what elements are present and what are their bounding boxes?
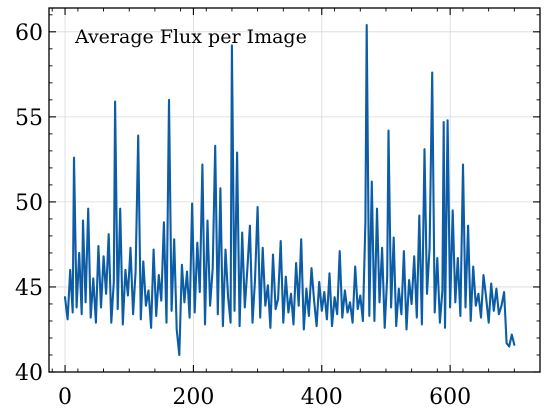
x-tick-label: 0	[58, 385, 72, 410]
x-tick-label: 600	[429, 385, 471, 410]
y-tick-label: 45	[15, 276, 43, 301]
series-layer	[63, 23, 516, 357]
y-tick-label: 50	[15, 191, 43, 216]
y-tick-label: 40	[15, 361, 43, 386]
tick-labels: 0 200 400 600 40 45 50 55 60	[15, 21, 471, 410]
x-tick-label: 400	[301, 385, 343, 410]
series-line	[63, 23, 516, 357]
tick-marks	[49, 8, 541, 373]
x-tick-label: 200	[172, 385, 214, 410]
y-tick-label: 60	[15, 21, 43, 46]
chart-title: Average Flux per Image	[74, 26, 307, 48]
plot-frame	[48, 7, 541, 373]
y-tick-label: 55	[15, 106, 43, 131]
